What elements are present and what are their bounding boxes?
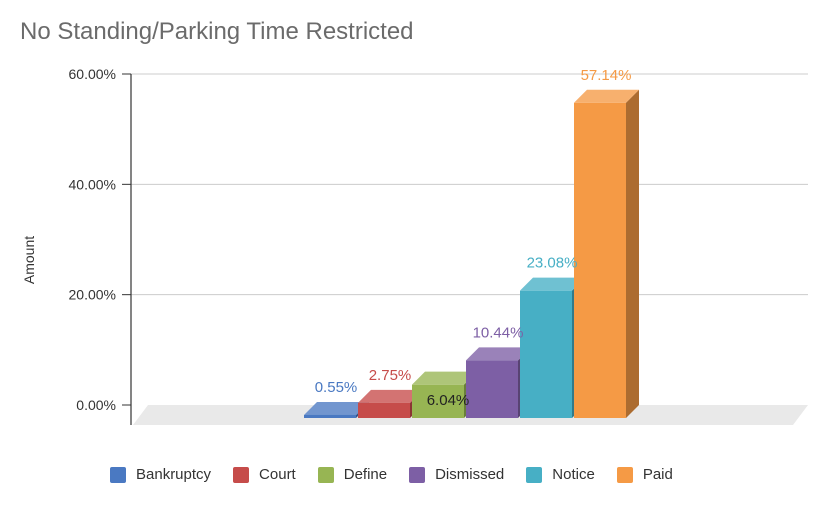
bar-top-face (466, 347, 531, 361)
legend-swatch (409, 466, 426, 483)
legend-item-bankruptcy[interactable]: Bankruptcy (110, 466, 211, 483)
legend-swatch (317, 466, 334, 483)
bar-front-face (304, 414, 356, 418)
legend-label: Court (259, 466, 296, 483)
legend: Bankruptcy Court Define Dismissed Notice Paid (110, 466, 673, 483)
axes: 0.00% 20.00% 40.00% 60.00% (69, 66, 132, 425)
bar-top-face (574, 89, 639, 103)
legend-label: Paid (642, 466, 673, 483)
legend-label: Dismissed (435, 466, 505, 483)
bar-top-face (304, 401, 369, 415)
y-tick-label: 60.00% (69, 66, 116, 82)
bar-top-face (358, 389, 423, 403)
bar-top-face (520, 277, 585, 291)
legend-item-court[interactable]: Court (233, 466, 296, 483)
data-label-court: 2.75% (369, 367, 412, 384)
data-label-notice: 23.08% (527, 255, 578, 272)
bar-front-face (358, 402, 410, 418)
legend-swatch (110, 466, 126, 483)
bar-front-face (520, 290, 572, 418)
legend-item-define[interactable]: Define (317, 466, 388, 483)
legend-label: Define (343, 466, 388, 483)
legend-label: Notice (552, 466, 595, 483)
y-tick-label: 0.00% (76, 397, 116, 413)
legend-swatch (233, 466, 250, 483)
bar-front-face (574, 102, 626, 419)
bar-top-face (412, 371, 477, 385)
bar-paid[interactable] (574, 89, 639, 419)
y-tick-label: 20.00% (69, 287, 116, 303)
legend-swatch (616, 466, 633, 483)
data-label-bankruptcy: 0.55% (315, 379, 358, 396)
gridlines (131, 73, 808, 296)
data-label-dismissed: 10.44% (473, 324, 524, 341)
bars (304, 89, 639, 419)
data-labels: 0.55% 2.75% 6.04% 10.44% 23.08% 57.14% (315, 67, 632, 409)
data-label-paid: 57.14% (581, 67, 632, 84)
legend-label: Bankruptcy (136, 466, 212, 483)
y-tick-label: 40.00% (69, 176, 116, 192)
data-label-define: 6.04% (427, 392, 470, 409)
bar-side-face (626, 89, 639, 419)
y-axis-title: Amount (21, 236, 37, 284)
bar-front-face (466, 360, 518, 418)
legend-item-dismissed[interactable]: Dismissed (409, 466, 504, 483)
legend-swatch (526, 466, 543, 483)
legend-item-notice[interactable]: Notice (526, 466, 595, 483)
chart-title: No Standing/Parking Time Restricted (20, 18, 414, 45)
bar-front-face (412, 384, 464, 418)
legend-item-paid[interactable]: Paid (616, 466, 673, 483)
